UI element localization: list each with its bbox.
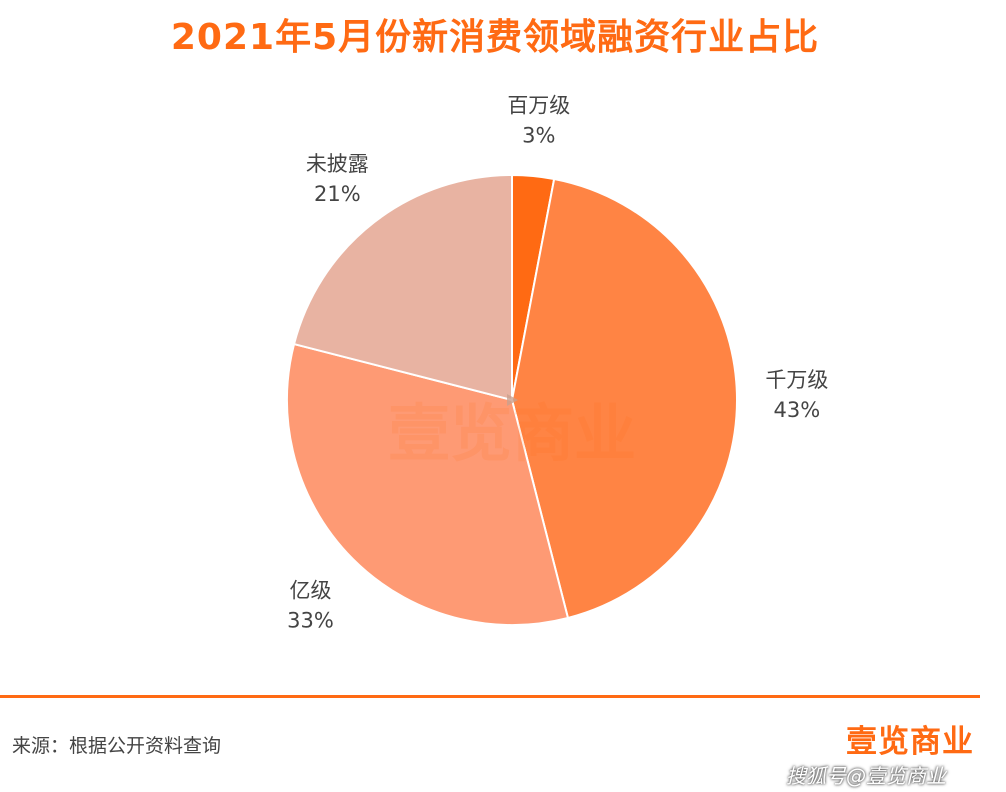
slice-label-3: 未披露: [306, 152, 369, 176]
watermark-logo: 壹览商业: [388, 397, 636, 470]
slice-value-label-0: 3%: [522, 123, 555, 147]
source-note: 来源：根据公开资料查询: [12, 735, 222, 757]
brand-logo: 壹览商业: [846, 724, 974, 760]
chart-title: 2021年5月份新消费领域融资行业占比: [170, 17, 820, 58]
slice-label-2: 亿级: [289, 579, 331, 603]
slice-label-0: 百万级: [507, 93, 570, 117]
pie-slice-3: [292, 173, 513, 402]
slice-value-label-3: 21%: [314, 182, 361, 206]
slice-value-label-1: 43%: [774, 398, 821, 422]
footer-divider: [0, 695, 980, 698]
slice-label-1: 千万级: [765, 368, 828, 392]
center-marker: [507, 394, 518, 406]
pie-chart: 壹览商业 百万级 3% 千万级 43% 亿级 33% 未披露 21%: [286, 93, 828, 633]
pie-slices: [286, 173, 738, 626]
pie-slice-1: [510, 177, 738, 620]
pie-slice-2: [286, 342, 570, 626]
slice-value-label-2: 33%: [287, 609, 334, 633]
credit-watermark: 搜狐号@壹览商业: [786, 764, 946, 788]
pie-labels: 百万级 3% 千万级 43% 亿级 33% 未披露 21%: [287, 93, 828, 632]
